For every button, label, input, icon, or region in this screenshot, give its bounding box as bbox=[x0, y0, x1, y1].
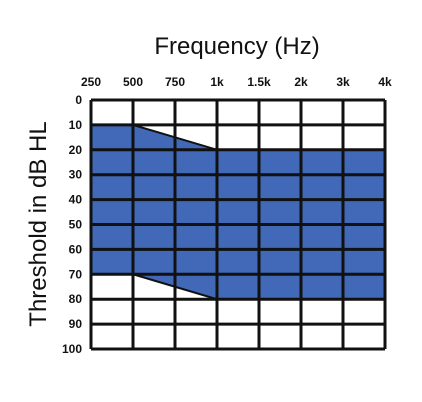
y-tick-label: 10 bbox=[69, 118, 83, 132]
y-tick-label: 60 bbox=[69, 242, 83, 256]
x-tick-label: 750 bbox=[165, 75, 185, 89]
y-tick-label: 90 bbox=[69, 317, 83, 331]
y-tick-label: 30 bbox=[69, 168, 83, 182]
hearing-range-area bbox=[91, 124, 385, 300]
x-tick-labels: 250 500 750 1k 1.5k 2k 3k 4k bbox=[81, 75, 392, 89]
y-tick-label: 50 bbox=[69, 218, 83, 232]
y-tick-label: 40 bbox=[69, 193, 83, 207]
x-tick-label: 1k bbox=[210, 75, 224, 89]
x-tick-label: 1.5k bbox=[247, 75, 271, 89]
y-tick-label: 70 bbox=[69, 267, 83, 281]
x-tick-label: 2k bbox=[294, 75, 308, 89]
y-tick-label: 0 bbox=[75, 93, 82, 107]
y-tick-label: 100 bbox=[62, 342, 82, 356]
y-tick-label: 20 bbox=[69, 143, 83, 157]
x-tick-label: 4k bbox=[378, 75, 392, 89]
y-tick-label: 80 bbox=[69, 292, 83, 306]
y-tick-labels: 0 10 20 30 40 50 60 70 80 90 100 bbox=[62, 93, 82, 356]
chart-title: Frequency (Hz) bbox=[154, 33, 319, 60]
x-tick-label: 3k bbox=[336, 75, 350, 89]
x-tick-label: 500 bbox=[123, 75, 143, 89]
x-tick-label: 250 bbox=[81, 75, 101, 89]
grid-layer bbox=[89, 98, 387, 351]
y-axis-label: Threshold in dB HL bbox=[25, 121, 52, 326]
